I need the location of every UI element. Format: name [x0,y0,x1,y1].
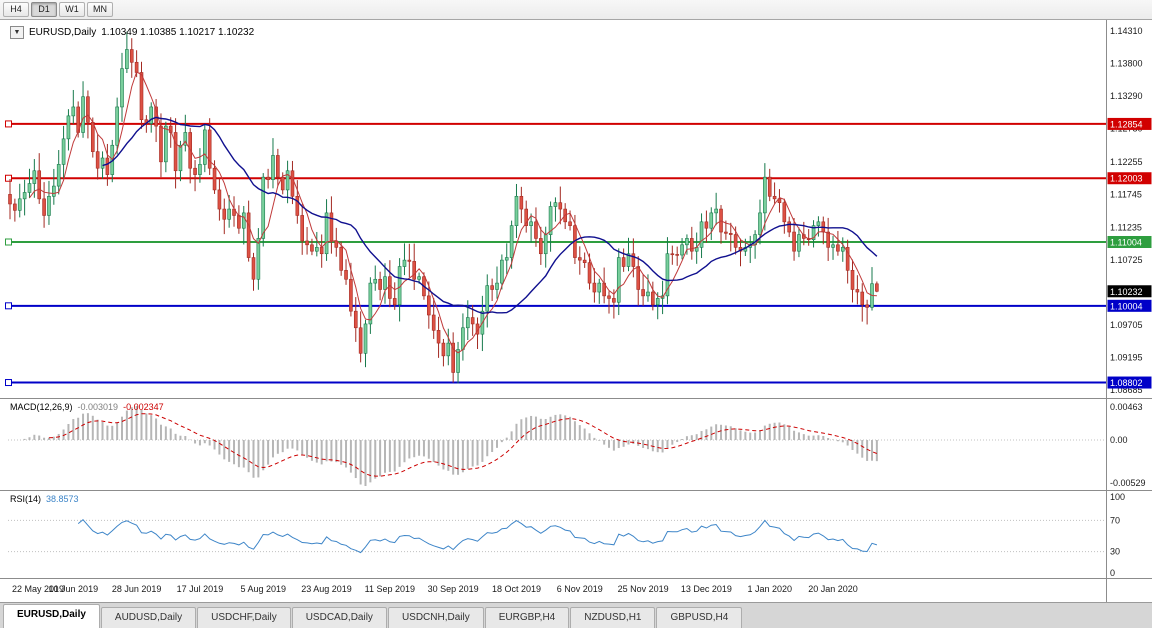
chart-tab-gbpusd-h4[interactable]: GBPUSD,H4 [656,607,743,628]
timeframe-button-d1[interactable]: D1 [31,2,57,17]
symbol-dropdown-button[interactable]: ▼ [10,26,24,39]
svg-text:1.08802: 1.08802 [1110,378,1143,388]
price-axis-label: 1.08685 [1110,385,1143,395]
price-axis-label: 1.10725 [1110,255,1143,265]
macd-axis-label: 0.00463 [1110,402,1143,412]
macd-axis-label: 0.00 [1110,435,1128,445]
time-axis-label: 30 Sep 2019 [428,584,479,594]
time-axis-label: 25 Nov 2019 [618,584,669,594]
price-axis-label: 1.09705 [1110,320,1143,330]
chart-tab-usdcnh-daily[interactable]: USDCNH,Daily [387,607,484,628]
ma-fast-line [29,71,877,354]
timeframe-toolbar: H4 D1 W1 MN [0,0,1152,20]
hline-anchor[interactable] [5,238,12,246]
timeframe-button-h4[interactable]: H4 [3,2,29,17]
rsi-axis-label: 70 [1110,515,1120,525]
rsi-axis-label: 100 [1110,492,1125,502]
chart-tab-usdchf-daily[interactable]: USDCHF,Daily [197,607,291,628]
chart-area[interactable]: 1.143101.138001.132901.127801.122551.117… [0,20,1152,602]
svg-text:1.10232: 1.10232 [1110,287,1143,297]
hline-anchor[interactable] [5,379,12,387]
macd-histogram [18,406,878,486]
price-level-tag-1.08802 [1107,376,1152,389]
price-level-tag-1.12854 [1107,117,1152,130]
price-level-tag-1.12003 [1107,172,1152,185]
price-axis-label: 1.11745 [1110,190,1142,200]
timeframe-button-mn[interactable]: MN [87,2,113,17]
svg-text:1.11004: 1.11004 [1110,237,1142,247]
chart-tab-nzdusd-h1[interactable]: NZDUSD,H1 [570,607,656,628]
candlestick-series [8,31,879,384]
hline-anchor[interactable] [5,302,12,310]
price-axis-label: 1.13800 [1110,59,1143,69]
current-price-tag [1107,285,1152,298]
time-axis-label: 13 Dec 2019 [681,584,732,594]
time-axis-label: 23 Aug 2019 [301,584,352,594]
chart-tab-eurusd-daily[interactable]: EURUSD,Daily [3,604,100,628]
price-axis-label: 1.13290 [1110,91,1143,101]
time-axis-label: 10 Jun 2019 [49,584,99,594]
hline-anchor[interactable] [5,174,12,182]
svg-text:1.10004: 1.10004 [1110,301,1143,311]
price-axis-label: 1.09195 [1110,352,1143,362]
hline-anchor[interactable] [5,120,12,128]
chart-tab-usdcad-daily[interactable]: USDCAD,Daily [291,607,387,628]
chart-canvas[interactable]: 1.143101.138001.132901.127801.122551.117… [0,20,1152,602]
svg-text:1.12854: 1.12854 [1110,119,1143,129]
price-axis-label: 1.12255 [1110,157,1143,167]
time-axis-label: 22 May 2019 [12,584,64,594]
time-axis-label: 20 Jan 2020 [808,584,858,594]
time-axis-label: 18 Oct 2019 [492,584,541,594]
time-axis-label: 6 Nov 2019 [557,584,603,594]
chart-background[interactable] [0,20,1152,602]
rsi-axis-label: 30 [1110,547,1120,557]
time-axis-label: 1 Jan 2020 [747,584,792,594]
time-axis-label: 5 Aug 2019 [240,584,286,594]
time-axis-label: 11 Sep 2019 [365,584,415,594]
time-axis-label: 17 Jul 2019 [177,584,224,594]
time-axis-label: 28 Jun 2019 [112,584,162,594]
svg-text:1.12003: 1.12003 [1110,174,1143,184]
rsi-axis-label: 0 [1110,568,1115,578]
price-axis-label: 1.14310 [1110,26,1143,36]
macd-signal-line [48,413,878,477]
chart-tab-audusd-daily[interactable]: AUDUSD,Daily [100,607,197,628]
price-level-tag-1.11004 [1107,235,1152,248]
ma-slow-line [102,116,878,315]
macd-axis-label: -0.00529 [1110,478,1146,488]
timeframe-button-w1[interactable]: W1 [59,2,85,17]
chart-tab-eurgbp-h4[interactable]: EURGBP,H4 [484,607,570,628]
rsi-line [77,519,878,554]
price-axis-label: 1.11235 [1110,222,1142,232]
price-level-tag-1.10004 [1107,299,1152,312]
symbol-tab-bar: EURUSD,Daily AUDUSD,Daily USDCHF,Daily USDC… [0,602,1152,628]
